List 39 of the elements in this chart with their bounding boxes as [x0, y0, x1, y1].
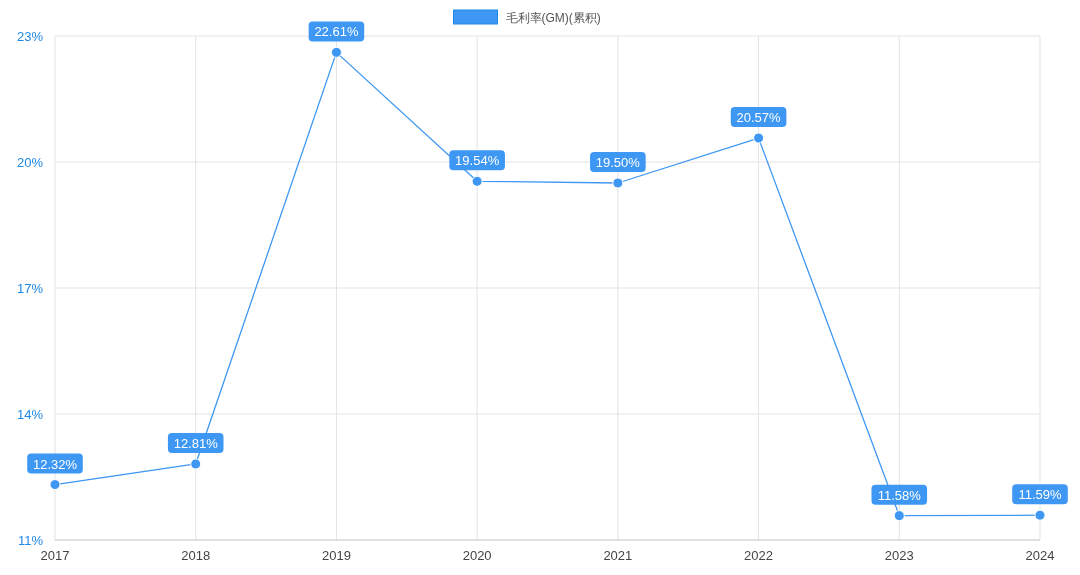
data-label: 19.50%: [595, 155, 641, 170]
data-label: 12.32%: [32, 456, 78, 472]
legend-label: 毛利率(GM)(累积): [505, 11, 601, 25]
data-label: 20.57%: [736, 110, 782, 126]
data-label: 19.54%: [455, 153, 500, 169]
x-tick-label: 2024: [1025, 548, 1055, 563]
data-label: 12.81%: [173, 435, 219, 451]
data-label: 20.57%: [730, 107, 787, 128]
data-label: 11.58%: [871, 484, 928, 505]
point: [190, 458, 202, 470]
data-label: 19.50%: [590, 152, 646, 172]
y-tick-label: 14%: [16, 407, 44, 422]
x-tick-label: 2023: [884, 548, 914, 563]
point: [893, 510, 905, 522]
data-label: 19.54%: [449, 150, 505, 171]
data-label: 11.58%: [877, 487, 922, 503]
data-label: 11.59%: [1018, 487, 1062, 503]
y-tick-label: 11%: [17, 533, 44, 548]
x-tick-label: 2020: [462, 548, 492, 563]
y-tick-label: 23%: [16, 29, 44, 44]
point: [1034, 509, 1046, 521]
point: [753, 132, 765, 144]
data-label: 22.61%: [314, 24, 359, 40]
x-tick-label: 2018: [181, 548, 211, 563]
point: [612, 177, 624, 189]
point: [330, 46, 342, 58]
data-label: 12.81%: [167, 433, 224, 453]
data-label: 22.61%: [308, 21, 365, 42]
y-tick-label: 17%: [16, 281, 44, 296]
y-tick-label: 20%: [16, 155, 44, 170]
x-tick-label: 2019: [321, 548, 351, 563]
x-tick-label: 2022: [744, 548, 774, 563]
x-tick-label: 2021: [603, 548, 633, 563]
data-label: 11.59%: [1012, 484, 1068, 505]
data-label: 12.32%: [27, 453, 83, 474]
point: [471, 175, 483, 187]
x-tick-label: 2017: [40, 548, 70, 563]
point: [49, 479, 61, 491]
legend: 毛利率(GM)(累积): [453, 9, 601, 25]
